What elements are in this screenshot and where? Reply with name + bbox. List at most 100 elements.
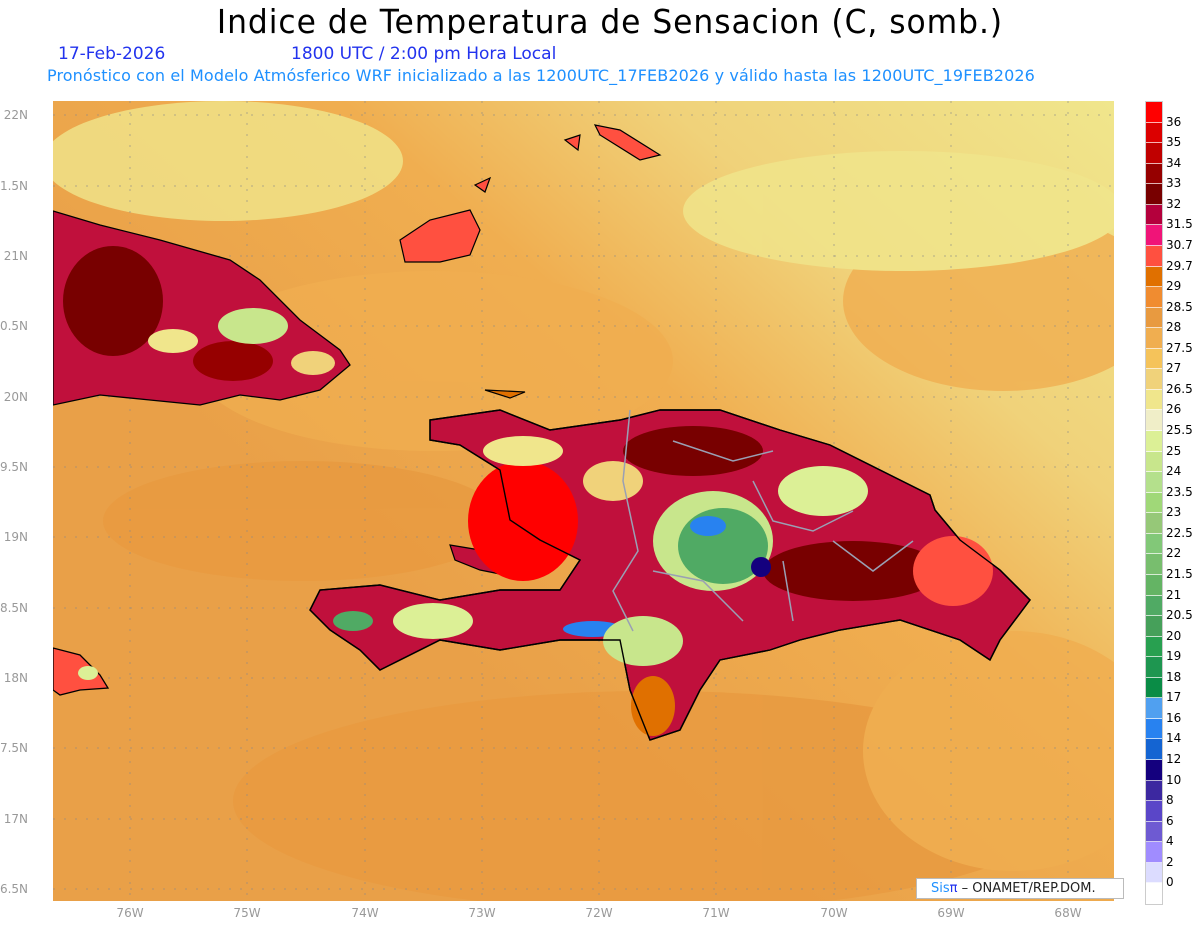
colorbar-swatch (1146, 883, 1162, 904)
colorbar-label: 33 (1166, 176, 1182, 191)
colorbar-label: 6 (1166, 813, 1174, 828)
colorbar-swatch (1146, 636, 1162, 658)
colorbar-swatch (1146, 410, 1162, 432)
forecast-time: 1800 UTC / 2:00 pm Hora Local (291, 44, 557, 64)
colorbar-swatch (1146, 821, 1162, 843)
colorbar-label: 28.5 (1166, 299, 1193, 314)
colorbar-label: 17 (1166, 690, 1182, 705)
colorbar-swatch (1146, 451, 1162, 473)
colorbar-swatch (1146, 245, 1162, 267)
colorbar-label: 12 (1166, 752, 1182, 767)
colorbar-label: 25 (1166, 443, 1182, 458)
colorbar-label: 25.5 (1166, 423, 1193, 438)
lat-label: 19N (3, 530, 28, 544)
credit-box: Sisπ – ONAMET/REP.DOM. (916, 878, 1124, 899)
colorbar-label: 30.7 (1166, 237, 1193, 252)
colorbar-swatch (1146, 472, 1162, 493)
lat-label: 7.5N (0, 741, 28, 755)
colorbar-swatch (1146, 307, 1162, 329)
cuba (53, 210, 351, 406)
bahamas-islands (399, 124, 662, 576)
colorbar-swatch (1146, 739, 1162, 761)
colorbar-swatch (1146, 389, 1162, 411)
colorbar-swatch (1146, 204, 1162, 226)
lon-label: 75W (233, 906, 261, 920)
colorbar-swatch (1146, 369, 1162, 390)
colorbar-swatch (1146, 842, 1162, 863)
colorbar-label: 21 (1166, 587, 1182, 602)
colorbar-label: 29.7 (1166, 258, 1193, 273)
colorbar-label: 27.5 (1166, 340, 1193, 355)
colorbar-swatch (1146, 225, 1162, 246)
colorbar-label: 22 (1166, 546, 1182, 561)
lon-label: 70W (820, 906, 848, 920)
colorbar-swatch (1146, 554, 1162, 575)
colorbar-label: 14 (1166, 731, 1182, 746)
colorbar-swatch (1146, 122, 1162, 144)
colorbar-label: 27 (1166, 361, 1182, 376)
province-borders (612, 409, 914, 632)
colorbar-label: 20.5 (1166, 608, 1193, 623)
colorbar-label: 4 (1166, 834, 1174, 849)
colorbar-label: 31.5 (1166, 217, 1193, 232)
heat-index-map (53, 101, 1114, 901)
lat-label: 0.5N (0, 319, 28, 333)
sea-patches (53, 101, 1114, 901)
lat-label: 6.5N (0, 882, 28, 896)
colorbar-swatch (1146, 513, 1162, 534)
lon-label: 74W (351, 906, 379, 920)
colorbar-label: 0 (1166, 875, 1174, 890)
colorbar-swatch (1146, 677, 1162, 699)
colorbar-label: 23.5 (1166, 484, 1193, 499)
colorbar-swatch (1146, 533, 1162, 555)
colorbar-swatch (1146, 595, 1162, 617)
colorbar-swatch (1146, 492, 1162, 514)
colorbar-label: 16 (1166, 710, 1182, 725)
colorbar-label: 23 (1166, 505, 1182, 520)
colorbar-label: 20 (1166, 628, 1182, 643)
lat-label: 22N (3, 108, 28, 122)
colorbar-label: 22.5 (1166, 525, 1193, 540)
forecast-date: 17-Feb-2026 (58, 44, 166, 64)
lat-label: 20N (3, 390, 28, 404)
map-title: Indice de Temperatura de Sensacion (C, s… (216, 2, 1004, 41)
credit-pi: π (949, 881, 958, 896)
colorbar-label: 2 (1166, 854, 1174, 869)
lon-label: 71W (702, 906, 730, 920)
colorbar-swatch (1146, 718, 1162, 740)
colorbar-swatch (1146, 801, 1162, 822)
lon-label: 76W (116, 906, 144, 920)
colorbar-swatch (1146, 431, 1162, 452)
lat-label: 9.5N (0, 460, 28, 474)
colorbar-swatch (1146, 143, 1162, 164)
colorbar-swatch (1146, 616, 1162, 637)
colorbar-label: 21.5 (1166, 566, 1193, 581)
colorbar-label: 28 (1166, 320, 1182, 335)
colorbar-label: 10 (1166, 772, 1182, 787)
colorbar-swatch (1146, 163, 1162, 185)
colorbar-label: 26 (1166, 402, 1182, 417)
lat-label: 1.5N (0, 179, 28, 193)
credit-org: – ONAMET/REP.DOM. (957, 881, 1096, 896)
colorbar-swatch (1146, 348, 1162, 370)
lat-label: 8.5N (0, 601, 28, 615)
colorbar-label: 24 (1166, 464, 1182, 479)
colorbar-label: 36 (1166, 114, 1182, 129)
colorbar-label: 26.5 (1166, 381, 1193, 396)
lon-label: 72W (585, 906, 613, 920)
colorbar-label: 29 (1166, 279, 1182, 294)
colorbar-label: 35 (1166, 135, 1182, 150)
colorbar-label: 34 (1166, 155, 1182, 170)
colorbar-label: 8 (1166, 793, 1174, 808)
colorbar-swatch (1146, 862, 1162, 884)
hispaniola (309, 409, 1031, 741)
lon-label: 69W (937, 906, 965, 920)
colorbar-swatch (1146, 328, 1162, 349)
lat-label: 18N (3, 671, 28, 685)
colorbar-swatch (1146, 698, 1162, 719)
colorbar-label: 18 (1166, 669, 1182, 684)
jamaica (53, 647, 110, 696)
credit-sis: Sis (931, 881, 950, 896)
colorbar-swatch (1146, 574, 1162, 596)
lat-label: 21N (3, 249, 28, 263)
